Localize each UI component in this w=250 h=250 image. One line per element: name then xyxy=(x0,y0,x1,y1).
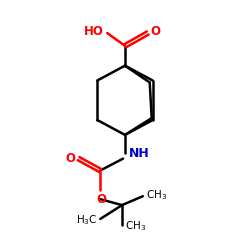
Text: O: O xyxy=(96,193,106,206)
Text: O: O xyxy=(151,24,161,38)
Text: CH$_3$: CH$_3$ xyxy=(146,188,167,202)
Text: O: O xyxy=(66,152,76,165)
Text: CH$_3$: CH$_3$ xyxy=(125,219,146,233)
Text: NH: NH xyxy=(129,147,150,160)
Text: H$_3$C: H$_3$C xyxy=(76,213,97,227)
Text: HO: HO xyxy=(84,24,104,38)
